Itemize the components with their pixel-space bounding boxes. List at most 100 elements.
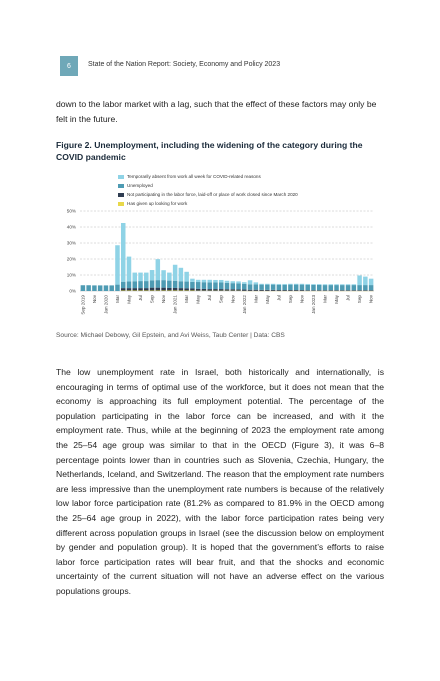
bar-segment [265,289,270,291]
unemployment-chart: 50% 40% 30% 20% 10% 0% Sep 2019 Nov Jan 2020 Mar M… [67,209,374,315]
x-tick-label: Mar [115,295,120,303]
bar-segment [201,279,207,283]
bar-segment [120,281,126,289]
bar-segment [368,278,374,286]
y-tick-label: 20% [67,257,76,262]
bar-segment [282,284,287,291]
bar-segment [178,281,184,289]
bar-segment [270,283,276,285]
bar-segment [293,284,299,291]
bar-segment [184,288,189,291]
bar-segment [172,264,178,281]
bar-segment [213,279,218,283]
bar-segment [270,289,276,291]
bar-segment [276,284,282,291]
bar-segment [167,287,172,291]
legend-label: Unemployed [127,183,153,188]
bar-segment [368,290,374,291]
bar-segment [92,285,97,291]
bar-segment [328,290,334,291]
bar-segment [144,272,149,282]
x-tick-label: Nov [161,294,166,303]
bar-segment [80,285,86,291]
bar-segment [172,287,178,291]
figure-title: Figure 2. Unemployment, including the wi… [56,140,363,162]
bar-segment [311,290,316,291]
bar-segment [265,283,270,285]
bar-segment [207,282,212,290]
bar-segment [363,290,368,291]
bar-segment [190,278,195,282]
legend-swatch [118,174,124,179]
bar-segment [322,284,328,286]
bar-segment [86,285,91,291]
bar-segment [230,281,236,284]
bar-segment [161,287,166,291]
bar-segment [270,284,276,290]
body-paragraph: The low unemployment rate in Israel, bot… [56,367,384,596]
bar-segment [299,290,305,291]
bar-segment [288,290,293,291]
bar-segment [201,282,207,289]
legend-item: Temporarily absent from work all week fo… [118,172,298,181]
bar-segment [305,284,310,291]
bar-segment [357,275,362,286]
bar-segment [305,290,310,291]
bar-segment [161,270,166,281]
x-tick-label: Jan 2022 [242,295,247,314]
bar-segment [322,290,328,291]
bar-segment [120,288,126,291]
bar-segment [351,285,357,291]
bar-segment [276,290,282,291]
bar-segment [282,290,287,291]
bar-segment [207,279,212,283]
bar-segment [236,281,241,284]
y-tick-label: 30% [67,241,76,246]
bar-segment [242,289,247,291]
x-tick-label: May [334,294,339,303]
bar-segment [259,283,264,285]
bar-segment [357,285,362,291]
bar-segment [328,285,334,291]
bar-segment [253,282,259,285]
bar-segment [311,284,316,291]
bar-segment [195,288,201,291]
running-head: State of the Nation Report: Society, Eco… [88,61,281,68]
bar-segment [115,245,120,285]
bar-segment [334,285,339,291]
x-tick-label: Sep [357,295,362,304]
x-tick-label: Jan 2021 [173,295,178,314]
bar-segment [195,279,201,283]
figure-source: Source: Michael Debowy, Gil Epstein, and… [56,332,285,339]
x-tick-label: Mar [184,295,189,303]
bar-segment [97,285,103,291]
x-tick-label: Mar [253,295,258,303]
bar-segment [172,280,178,288]
x-tick-label: Sep [150,295,155,304]
x-tick-label: Jul [207,295,212,301]
bar-segment [184,281,189,289]
bar-segment [213,289,218,291]
bar-segment [334,290,339,291]
bar-segment [167,280,172,288]
bar-segment [167,272,172,281]
x-tick-label: Mar [323,295,328,303]
x-tick-label: Jul [138,295,143,301]
bar-segment [345,285,351,291]
bar-segment [299,283,305,285]
x-tick-label: Nov [299,294,304,303]
legend-label: Not participating in the labor force, la… [127,192,298,197]
legend-item: Not participating in the labor force, la… [118,190,298,199]
bar-segment [149,287,155,291]
bar-segment [253,284,259,290]
legend-item: Unemployed [118,181,298,190]
bar-segment [236,283,241,290]
bar-segment [144,281,149,289]
bar-segment [103,285,109,291]
x-tick-label: Sep [219,295,224,304]
x-tick-label: Jan 2020 [103,295,108,314]
bar-segment [230,289,236,291]
x-tick-label: Nov [369,294,374,303]
legend-label: Has given up looking for work [127,201,188,206]
